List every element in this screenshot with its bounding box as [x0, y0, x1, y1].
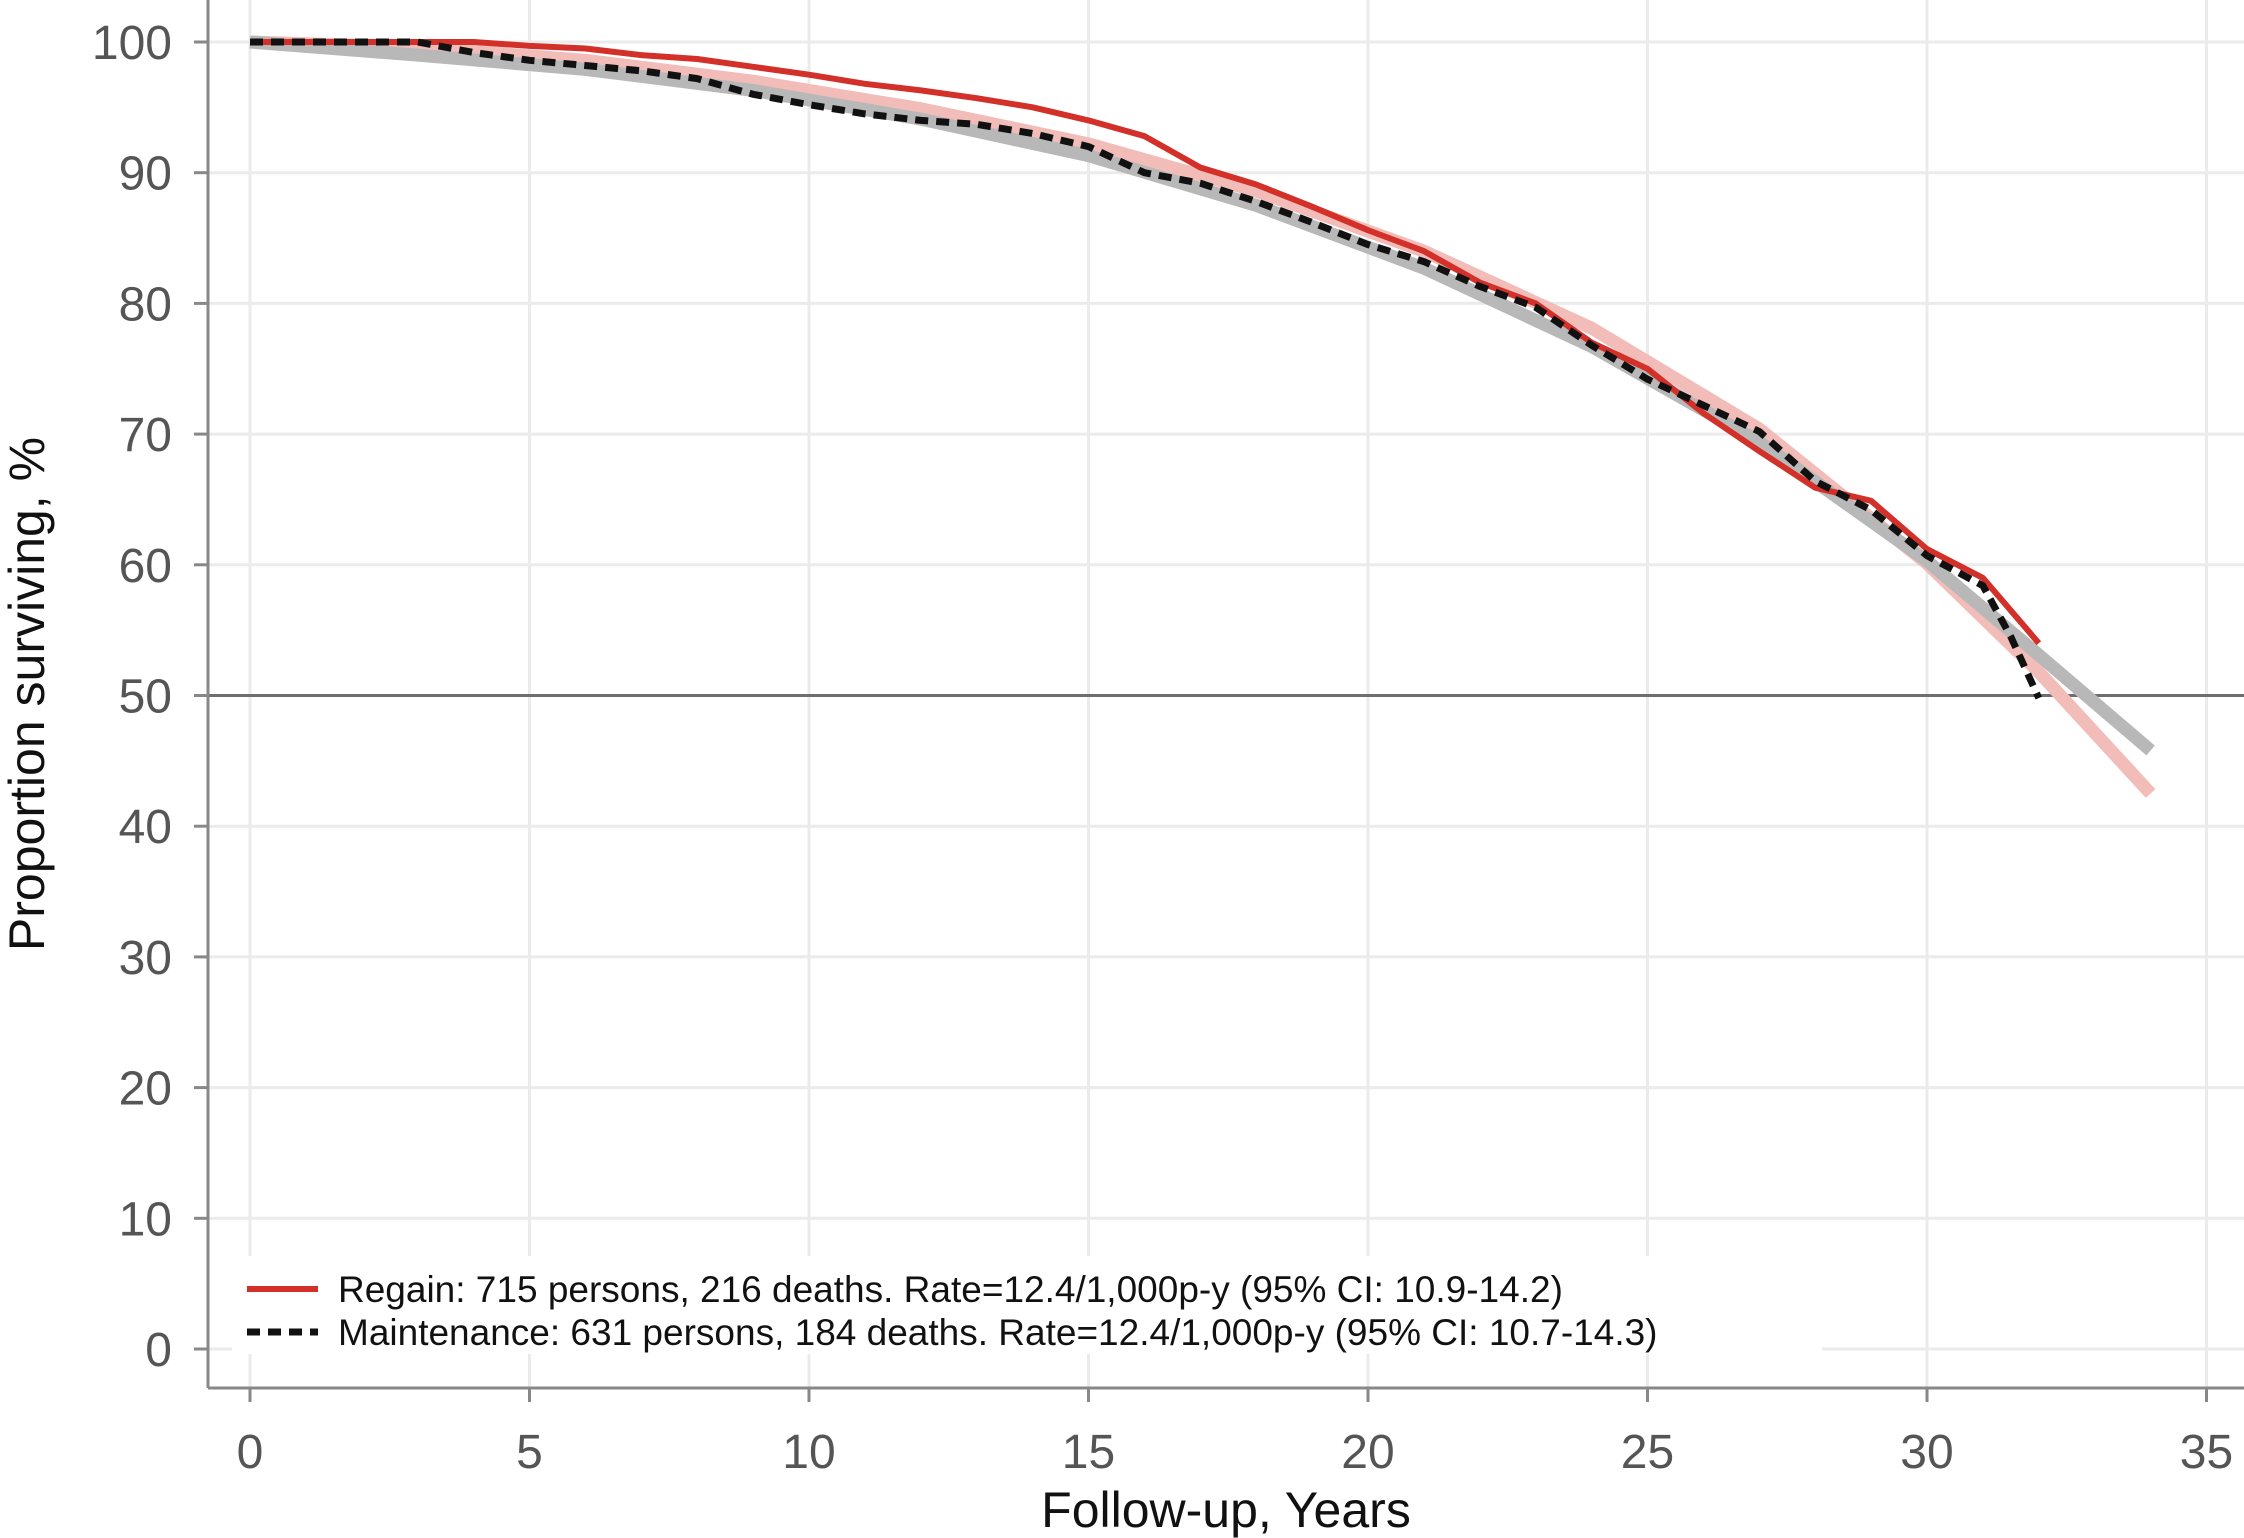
x-tick-label: 15 [1062, 1426, 1115, 1479]
x-tick-label: 0 [237, 1426, 264, 1479]
axes [194, 0, 2244, 1402]
y-tick-labels: 0 10 20 30 40 50 60 70 80 90 100 [92, 17, 172, 1377]
y-tick-label: 10 [119, 1193, 172, 1246]
fitted-curves [249, 35, 2156, 798]
x-tick-labels: 0 5 10 15 20 25 30 35 [237, 1426, 2234, 1479]
x-tick-label: 30 [1900, 1426, 1953, 1479]
y-tick-label: 30 [119, 932, 172, 985]
y-tick-label: 80 [119, 278, 172, 331]
x-tick-label: 5 [516, 1426, 543, 1479]
legend-background [232, 1256, 1822, 1354]
y-tick-label: 60 [119, 540, 172, 593]
y-tick-label: 100 [92, 17, 172, 70]
x-tick-label: 10 [782, 1426, 835, 1479]
y-tick-label: 70 [119, 409, 172, 462]
y-tick-label: 50 [119, 671, 172, 724]
x-tick-label: 20 [1341, 1426, 1394, 1479]
y-tick-label: 40 [119, 801, 172, 854]
legend-label-regain: Regain: 715 persons, 216 deaths. Rate=12… [338, 1269, 1563, 1310]
y-axis-title: Proportion surviving, % [0, 437, 55, 951]
y-tick-label: 20 [119, 1063, 172, 1116]
legend-label-maintenance: Maintenance: 631 persons, 184 deaths. Ra… [338, 1312, 1658, 1353]
x-tick-label: 25 [1621, 1426, 1674, 1479]
y-tick-label: 0 [145, 1324, 172, 1377]
y-tick-label: 90 [119, 148, 172, 201]
series-line-regain [250, 39, 2042, 646]
series-line-maintenance [250, 38, 2042, 700]
x-tick-label: 35 [2180, 1426, 2233, 1479]
series-lines [250, 38, 2042, 700]
x-axis-title: Follow-up, Years [1041, 1482, 1411, 1538]
legend: Regain: 715 persons, 216 deaths. Rate=12… [232, 1256, 1822, 1354]
fitted-curve-3 [249, 35, 2155, 756]
